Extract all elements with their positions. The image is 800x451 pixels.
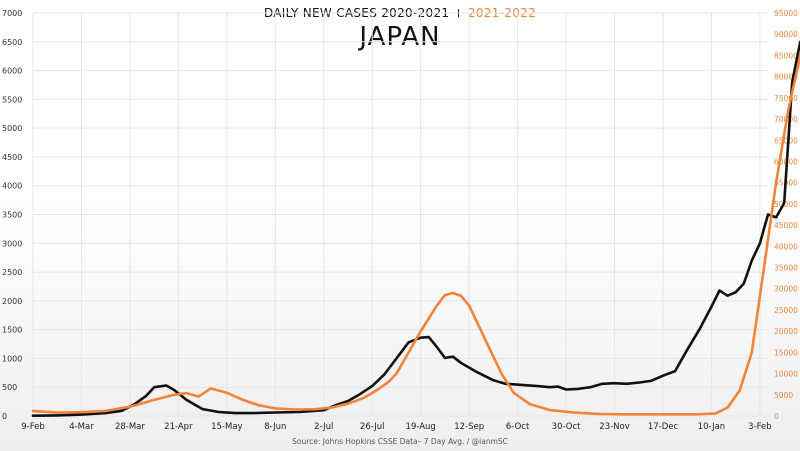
left-axis-tick-label: 5500 [2, 95, 22, 104]
right-axis-tick-label: 40000 [774, 242, 798, 251]
right-axis-tick-label: 65000 [774, 136, 798, 145]
left-axis-tick-label: 1500 [2, 326, 22, 335]
left-axis-tick-label: 0 [2, 412, 7, 421]
x-axis-tick-label: 9-Feb [21, 422, 45, 432]
left-axis-tick-label: 2000 [2, 297, 22, 306]
x-axis-tick-label: 19-Aug [406, 422, 436, 432]
left-axis-tick-label: 3500 [2, 211, 22, 220]
x-axis-tick-label: 8-Jun [264, 422, 286, 432]
x-axis-tick-label: 30-Oct [552, 422, 581, 432]
right-axis-tick-label: 5000 [774, 391, 793, 400]
left-axis-tick-label: 4500 [2, 153, 22, 162]
left-axis-tick-label: 3000 [2, 239, 22, 248]
x-axis-tick-label: 2-Jul [314, 422, 333, 432]
x-axis-tick-label: 4-Mar [69, 422, 94, 432]
left-axis-tick-label: 2500 [2, 268, 22, 277]
right-axis-tick-label: 10000 [774, 370, 798, 379]
x-axis-tick-label: 15-May [211, 422, 242, 432]
left-axis-tick-label: 5000 [2, 124, 22, 133]
right-axis-tick-label: 95000 [774, 9, 798, 18]
x-axis-tick-label: 21-Apr [164, 422, 193, 432]
left-axis-tick-label: 6000 [2, 67, 22, 76]
left-axis-tick-label: 1000 [2, 354, 22, 363]
right-axis-tick-label: 20000 [774, 327, 798, 336]
source-note: Source: Johns Hopkins CSSE Data– 7 Day A… [292, 437, 508, 446]
right-axis-tick-label: 75000 [774, 94, 798, 103]
right-axis-tick-label: 0 [774, 412, 779, 421]
left-axis-tick-label: 4000 [2, 182, 22, 191]
x-axis-tick-label: 26-Jul [360, 422, 385, 432]
country-title: JAPAN [359, 22, 441, 52]
left-axis-tick-label: 7000 [2, 9, 22, 18]
left-axis-tick-label: 500 [2, 383, 17, 392]
x-axis-tick-label: 3-Feb [748, 422, 772, 432]
right-axis-tick-label: 35000 [774, 264, 798, 273]
x-axis-tick-label: 10-Jan [698, 422, 725, 432]
x-axis-tick-label: 6-Oct [506, 422, 530, 432]
x-axis-tick-label: 12-Sep [454, 422, 484, 432]
right-axis-tick-label: 90000 [774, 30, 798, 39]
right-axis-tick-label: 45000 [774, 221, 798, 230]
right-axis-tick-label: 25000 [774, 306, 798, 315]
right-axis-tick-label: 30000 [774, 285, 798, 294]
right-axis-tick-label: 50000 [774, 200, 798, 209]
x-axis-tick-label: 23-Nov [599, 422, 629, 432]
right-axis-tick-label: 80000 [774, 73, 798, 82]
left-axis-tick-label: 6500 [2, 38, 22, 47]
series-line-2020-2021 [31, 40, 800, 417]
x-axis-tick-label: 17-Dec [648, 422, 679, 432]
right-axis-tick-label: 15000 [774, 348, 798, 357]
right-axis-tick-label: 85000 [774, 51, 798, 60]
series-line-2021-2022 [31, 52, 800, 416]
x-axis-tick-label: 28-Mar [115, 422, 145, 432]
